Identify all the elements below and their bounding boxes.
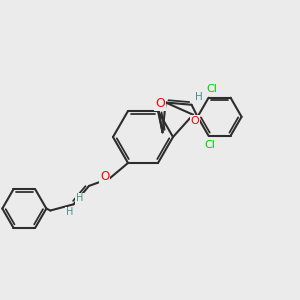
Text: O: O [100, 170, 109, 183]
Text: O: O [155, 97, 165, 110]
Text: O: O [191, 116, 200, 126]
Text: Cl: Cl [206, 84, 217, 94]
Text: Cl: Cl [204, 140, 215, 150]
Text: H: H [66, 207, 73, 217]
Text: H: H [195, 92, 203, 102]
Text: H: H [76, 193, 83, 203]
